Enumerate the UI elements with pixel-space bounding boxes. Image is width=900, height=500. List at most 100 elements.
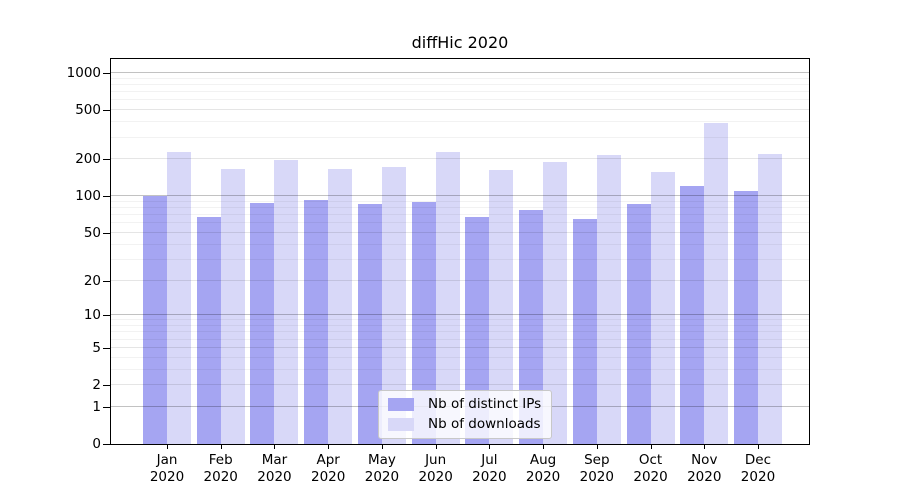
x-tick-sep — [596, 444, 598, 449]
legend-item-downloads: Nb of downloads — [388, 416, 541, 432]
gridline-minor — [111, 83, 809, 85]
bar-distinct-ips-mar — [250, 202, 275, 444]
gridline-5 — [111, 346, 809, 348]
x-tick-label-mar: Mar 2020 — [257, 452, 292, 485]
gridline-minor — [111, 319, 809, 321]
gridline-minor — [111, 136, 809, 138]
x-tick-label-jun: Jun 2020 — [418, 452, 453, 485]
bar-distinct-ips-sep — [572, 219, 597, 444]
y-tick-5 — [103, 347, 110, 349]
gridline-minor — [111, 338, 809, 340]
y-tick-2 — [103, 385, 110, 386]
bar-downloads-mar — [274, 159, 299, 444]
x-tick-dec — [757, 444, 759, 449]
legend-item-distinct-ips: Nb of distinct IPs — [388, 396, 541, 412]
legend-label: Nb of distinct IPs — [428, 396, 542, 412]
x-tick-label-nov: Nov 2020 — [687, 452, 722, 485]
x-tick-label-jan: Jan 2020 — [149, 452, 185, 485]
x-tick-jan — [167, 444, 168, 449]
gridlines — [111, 59, 809, 444]
gridline-200 — [111, 158, 809, 160]
bar-distinct-ips-feb — [196, 216, 221, 444]
y-tick-1000 — [103, 72, 110, 74]
plot-area: Nb of distinct IPs Nb of downloads — [110, 58, 810, 445]
bar-downloads-dec — [757, 153, 782, 444]
chart-title: diffHic 2020 — [411, 33, 509, 52]
bar-downloads-sep — [596, 154, 621, 444]
y-tick-50 — [103, 232, 110, 234]
gridline-minor — [111, 91, 809, 93]
x-tick-label-aug: Aug 2020 — [525, 452, 561, 485]
bar-downloads-oct — [650, 172, 675, 444]
x-tick-aug — [543, 444, 545, 449]
distinct-ips-swatch — [388, 397, 414, 411]
x-tick-label-sep: Sep 2020 — [579, 452, 614, 485]
x-tick-label-feb: Feb 2020 — [203, 452, 238, 485]
y-tick-0 — [103, 444, 110, 445]
gridline-minor — [111, 368, 809, 370]
gridline-100 — [111, 195, 809, 197]
y-tick-label-100: 100 — [75, 188, 101, 205]
gridline-50 — [111, 231, 809, 233]
bar-distinct-ips-apr — [304, 200, 329, 444]
bar-downloads-jan — [167, 151, 191, 444]
bar-downloads-apr — [328, 168, 353, 444]
y-tick-100 — [103, 196, 110, 198]
x-tick-label-dec: Dec 2020 — [740, 452, 776, 485]
downloads-swatch — [388, 417, 414, 431]
x-tick-may — [381, 444, 383, 449]
y-tick-label-2: 2 — [92, 377, 101, 393]
y-tick-200 — [103, 159, 110, 161]
y-tick-label-50: 50 — [83, 224, 101, 241]
x-tick-nov — [704, 444, 706, 449]
y-tick-label-20: 20 — [83, 272, 101, 289]
x-tick-feb — [220, 444, 222, 449]
y-tick-label-10: 10 — [83, 307, 101, 324]
gridline-2 — [111, 384, 809, 385]
gridline-20 — [111, 279, 809, 281]
x-tick-oct — [650, 444, 652, 449]
gridline-minor — [111, 325, 809, 326]
y-tick-10 — [103, 315, 110, 317]
x-tick-label-may: May 2020 — [364, 452, 400, 485]
gridline-minor — [111, 258, 809, 260]
y-tick-500 — [103, 110, 110, 112]
x-tick-label-jul: Jul 2020 — [472, 452, 507, 485]
legend-label: Nb of downloads — [428, 416, 541, 432]
gridline-10 — [111, 314, 809, 316]
bar-distinct-ips-jan — [143, 196, 167, 444]
bar-distinct-ips-oct — [626, 203, 651, 444]
y-tick-label-500: 500 — [75, 102, 101, 119]
gridline-minor — [111, 200, 809, 202]
bar-distinct-ips-nov — [680, 185, 705, 444]
gridline-minor — [111, 121, 809, 123]
gridline-minor — [111, 214, 809, 216]
y-tick-label-1: 1 — [92, 398, 101, 415]
x-tick-jun — [435, 444, 437, 449]
y-tick-20 — [103, 280, 110, 282]
y-tick-1 — [103, 406, 110, 408]
gridline-minor — [111, 243, 809, 245]
x-tick-apr — [328, 444, 330, 449]
gridline-minor — [111, 222, 809, 224]
gridline-minor — [111, 207, 809, 209]
gridline-minor — [111, 331, 809, 333]
bar-distinct-ips-may — [357, 204, 382, 444]
bar-downloads-feb — [220, 169, 245, 444]
gridline-500 — [111, 109, 809, 111]
gridline-1000 — [111, 71, 809, 73]
x-tick-jul — [489, 444, 491, 449]
y-tick-label-5: 5 — [92, 339, 101, 356]
x-tick-mar — [274, 444, 276, 449]
y-tick-label-0: 0 — [92, 436, 101, 452]
bar-distinct-ips-dec — [733, 191, 758, 444]
gridline-minor — [111, 99, 809, 101]
bar-downloads-nov — [704, 122, 729, 444]
x-tick-label-apr: Apr 2020 — [310, 452, 346, 485]
legend: Nb of distinct IPs Nb of downloads — [378, 390, 553, 439]
x-tick-label-oct: Oct 2020 — [633, 452, 668, 485]
y-tick-label-1000: 1000 — [66, 64, 101, 81]
gridline-minor — [111, 356, 809, 358]
gridline-minor — [111, 77, 809, 79]
